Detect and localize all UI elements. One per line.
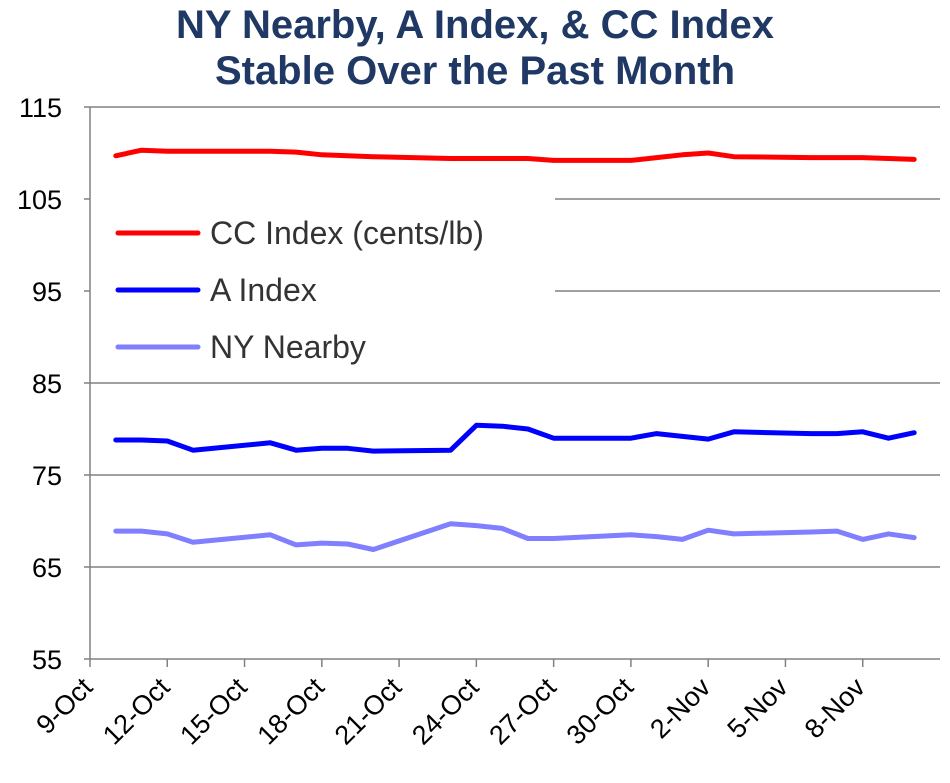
x-tick-label: 2-Nov xyxy=(644,672,716,744)
x-tick-label: 21-Oct xyxy=(329,672,408,751)
x-tick-label: 27-Oct xyxy=(483,672,562,751)
series-line-3 xyxy=(113,521,917,552)
gridlines xyxy=(90,106,940,568)
legend-label-1: CC Index (cents/lb) xyxy=(210,215,484,251)
chart-title: NY Nearby, A Index, & CC Index Stable Ov… xyxy=(0,2,950,94)
series-lines xyxy=(113,147,917,552)
x-tick-label: 8-Nov xyxy=(799,672,871,744)
y-tick-label: 65 xyxy=(32,553,62,583)
x-axis-ticks: 9-Oct12-Oct15-Oct18-Oct21-Oct24-Oct27-Oc… xyxy=(30,659,871,751)
x-tick-label: 5-Nov xyxy=(722,672,794,744)
y-tick-label: 85 xyxy=(32,369,62,399)
y-tick-label: 115 xyxy=(19,93,62,123)
y-axis-ticks: 55 65 75 85 95 105 115 xyxy=(17,93,90,675)
y-tick-label: 75 xyxy=(32,461,62,491)
x-tick-label: 30-Oct xyxy=(561,672,640,751)
x-tick-label: 24-Oct xyxy=(406,672,485,751)
x-tick-label: 9-Oct xyxy=(30,672,98,740)
y-tick-label: 55 xyxy=(32,645,62,675)
legend: CC Index (cents/lb) A Index NY Nearby xyxy=(115,215,484,365)
x-tick-label: 18-Oct xyxy=(252,672,331,751)
legend-label-3: NY Nearby xyxy=(210,329,366,365)
chart-title-line-2: Stable Over the Past Month xyxy=(214,49,736,93)
x-tick-label: 15-Oct xyxy=(174,672,253,751)
legend-label-2: A Index xyxy=(210,272,317,308)
series-line-1 xyxy=(113,147,917,163)
series-line-2 xyxy=(113,422,917,454)
x-tick-label: 12-Oct xyxy=(97,672,176,751)
y-tick-label: 105 xyxy=(17,185,62,215)
y-tick-label: 95 xyxy=(32,277,62,307)
chart-title-line-1: NY Nearby, A Index, & CC Index xyxy=(176,3,774,47)
